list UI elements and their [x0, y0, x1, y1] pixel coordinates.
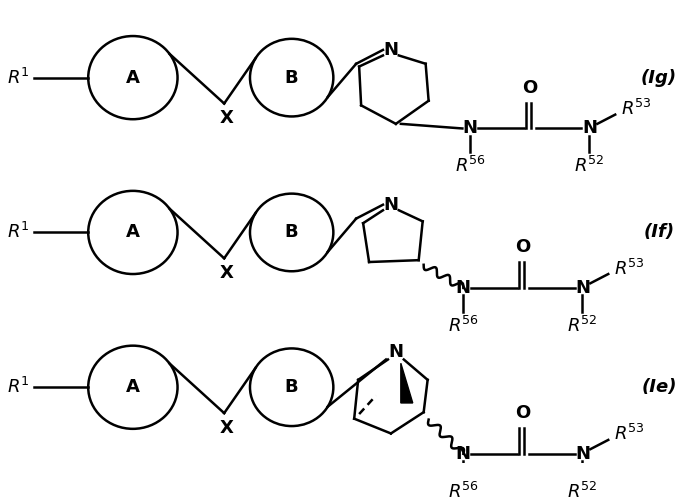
Text: (Ig): (Ig): [641, 68, 677, 86]
Text: A: A: [126, 224, 139, 242]
Text: O: O: [515, 404, 530, 422]
Text: N: N: [582, 120, 597, 138]
Text: $R^1$: $R^1$: [7, 222, 30, 242]
Text: N: N: [383, 196, 398, 214]
Text: X: X: [219, 264, 233, 282]
Text: A: A: [126, 68, 139, 86]
Text: N: N: [575, 279, 590, 297]
Text: $R^{56}$: $R^{56}$: [448, 482, 479, 500]
Text: B: B: [285, 378, 298, 396]
Text: X: X: [219, 418, 233, 436]
Text: N: N: [389, 343, 403, 361]
Text: B: B: [285, 224, 298, 242]
Text: N: N: [456, 279, 471, 297]
Text: O: O: [522, 79, 537, 97]
Text: $R^{52}$: $R^{52}$: [574, 156, 604, 176]
Polygon shape: [401, 363, 413, 403]
Text: $R^{53}$: $R^{53}$: [614, 424, 645, 444]
Text: $R^{52}$: $R^{52}$: [567, 316, 598, 336]
Text: N: N: [456, 445, 471, 463]
Text: N: N: [575, 445, 590, 463]
Text: $R^1$: $R^1$: [7, 377, 30, 398]
Text: N: N: [463, 120, 477, 138]
Text: B: B: [285, 68, 298, 86]
Text: $R^{52}$: $R^{52}$: [567, 482, 598, 500]
Text: A: A: [126, 378, 139, 396]
Text: (Ie): (Ie): [641, 378, 677, 396]
Text: N: N: [383, 41, 398, 59]
Text: $R^{56}$: $R^{56}$: [448, 316, 479, 336]
Text: $R^{56}$: $R^{56}$: [455, 156, 486, 176]
Text: (If): (If): [643, 224, 675, 242]
Text: $R^1$: $R^1$: [7, 68, 30, 87]
Text: $R^{53}$: $R^{53}$: [614, 258, 645, 278]
Text: X: X: [219, 109, 233, 127]
Text: O: O: [515, 238, 530, 256]
Text: $R^{53}$: $R^{53}$: [621, 99, 652, 119]
